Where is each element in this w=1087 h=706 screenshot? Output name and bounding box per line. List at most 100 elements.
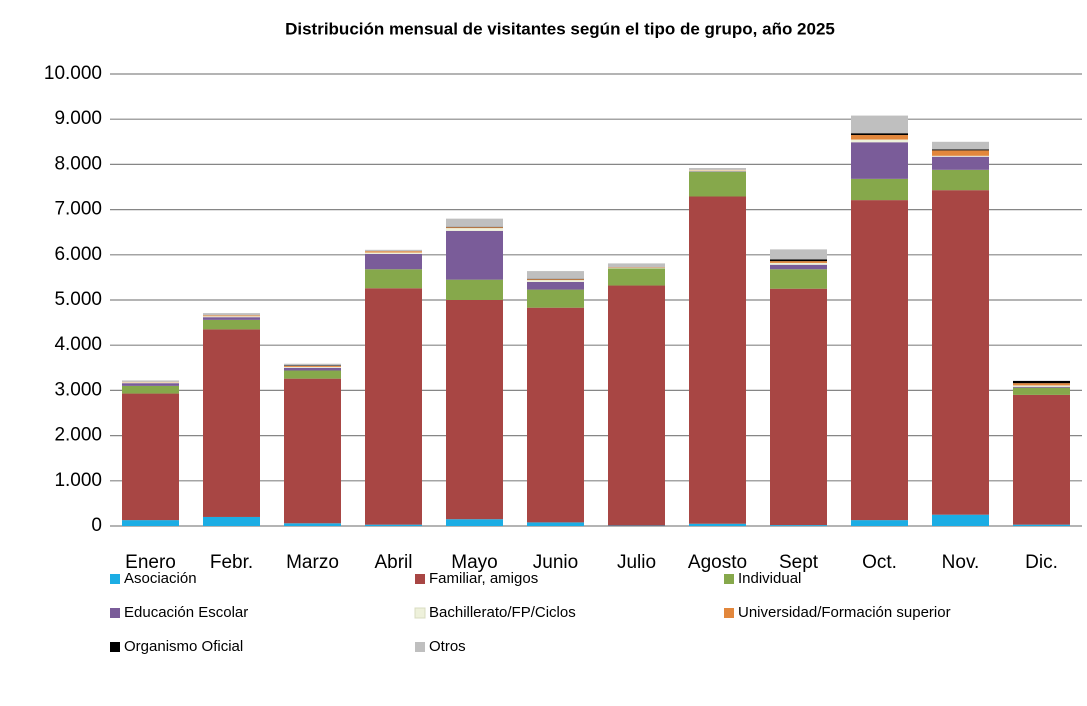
y-tick-label: 4.000 xyxy=(54,334,102,355)
bar-segment xyxy=(365,288,422,525)
bar-segment xyxy=(527,307,584,523)
legend-label: Organismo Oficial xyxy=(124,638,243,655)
bar-segment xyxy=(1013,387,1070,395)
x-tick-label: Enero xyxy=(125,552,176,573)
bar-segment xyxy=(446,228,503,231)
bar-segment xyxy=(932,149,989,151)
bar-segment xyxy=(770,249,827,260)
bar-segment xyxy=(770,261,827,263)
y-tick-label: 3.000 xyxy=(54,379,102,400)
bar-segment xyxy=(851,520,908,526)
bar-segment xyxy=(203,319,260,330)
bar-segment xyxy=(446,230,503,280)
bar-segment xyxy=(1013,385,1070,387)
bar-segment xyxy=(1013,394,1070,525)
bar-segment xyxy=(689,168,746,170)
legend-swatch xyxy=(724,574,734,584)
bar-segment xyxy=(365,269,422,289)
bar-segment xyxy=(851,200,908,521)
bar-segment xyxy=(770,269,827,289)
y-tick-label: 0 xyxy=(91,515,102,536)
x-tick-label: Agosto xyxy=(688,552,747,573)
legend-label: Educación Escolar xyxy=(124,604,248,621)
y-tick-label: 5.000 xyxy=(54,289,102,310)
bar-segment xyxy=(851,135,908,140)
bar-segment xyxy=(689,170,746,172)
y-tick-label: 8.000 xyxy=(54,153,102,174)
bar-segment xyxy=(770,288,827,526)
legend-swatch xyxy=(415,642,425,652)
bar-segment xyxy=(608,263,665,268)
bar-segment xyxy=(203,516,260,526)
x-tick-label: Junio xyxy=(533,552,578,573)
bar-segment xyxy=(851,133,908,136)
x-tick-label: Oct. xyxy=(862,552,897,573)
legend-swatch xyxy=(414,607,426,619)
bar-segment xyxy=(203,329,260,517)
bar-segment xyxy=(284,370,341,379)
bar-segment xyxy=(527,281,584,290)
bar-segment xyxy=(122,382,179,384)
bar-segment xyxy=(932,169,989,191)
bar-segment xyxy=(527,280,584,282)
bar-segment xyxy=(932,155,989,157)
legend-swatch xyxy=(415,574,425,584)
y-tick-label: 7.000 xyxy=(54,199,102,220)
bar-segment xyxy=(203,315,260,317)
chart-title: Distribución mensual de visitantes según… xyxy=(285,19,835,38)
bar-segment xyxy=(527,522,584,526)
bar-segment xyxy=(1013,524,1070,526)
y-tick-label: 6.000 xyxy=(54,244,102,265)
legend-swatch xyxy=(110,608,120,618)
bar-segment xyxy=(527,279,584,281)
bar-segment xyxy=(851,115,908,134)
bar-segment xyxy=(365,524,422,526)
bar-segment xyxy=(689,171,746,197)
legend-label: Universidad/Formación superior xyxy=(738,604,951,621)
bar-segment xyxy=(446,227,503,229)
bar-segment xyxy=(851,142,908,179)
bar-segment xyxy=(446,279,503,300)
bar-segment xyxy=(527,271,584,279)
bar-segment xyxy=(689,523,746,526)
bar-segment xyxy=(446,300,503,520)
bar-segment xyxy=(365,249,422,252)
x-tick-label: Marzo xyxy=(286,552,339,573)
bar-segment xyxy=(122,393,179,521)
y-tick-label: 9.000 xyxy=(54,108,102,129)
bar-segment xyxy=(365,251,422,253)
y-tick-label: 2.000 xyxy=(54,425,102,446)
x-tick-label: Nov. xyxy=(942,552,980,573)
bar-segment xyxy=(122,380,179,382)
bar-segment xyxy=(1013,383,1070,386)
bar-segment xyxy=(446,218,503,227)
legend-label: Familiar, amigos xyxy=(429,570,538,587)
bar-segment xyxy=(608,285,665,526)
bar-segment xyxy=(284,523,341,526)
bar-segment xyxy=(284,363,341,366)
bar-segment xyxy=(1013,386,1070,388)
x-tick-label: Sept xyxy=(779,552,819,573)
legend-label: Asociación xyxy=(124,570,197,587)
bar-segment xyxy=(284,378,341,524)
legend-label: Otros xyxy=(429,638,466,655)
bar-segment xyxy=(365,252,422,254)
bar-segment xyxy=(284,366,341,368)
bar-segment xyxy=(932,141,989,150)
bar-segment xyxy=(851,139,908,143)
bar-segment xyxy=(932,156,989,170)
legend-label: Bachillerato/FP/Ciclos xyxy=(429,604,576,621)
bar-segment xyxy=(446,519,503,526)
bar-segment xyxy=(770,262,827,265)
legend-swatch xyxy=(110,574,120,584)
bar-segment xyxy=(203,313,260,316)
bar-segment xyxy=(284,365,341,367)
bar-segment xyxy=(932,190,989,515)
y-tick-label: 1.000 xyxy=(54,470,102,491)
bar-segment xyxy=(770,264,827,270)
x-tick-label: Febr. xyxy=(210,552,253,573)
x-tick-label: Julio xyxy=(617,552,656,573)
bar-segment xyxy=(122,520,179,526)
bar-segment xyxy=(122,385,179,394)
